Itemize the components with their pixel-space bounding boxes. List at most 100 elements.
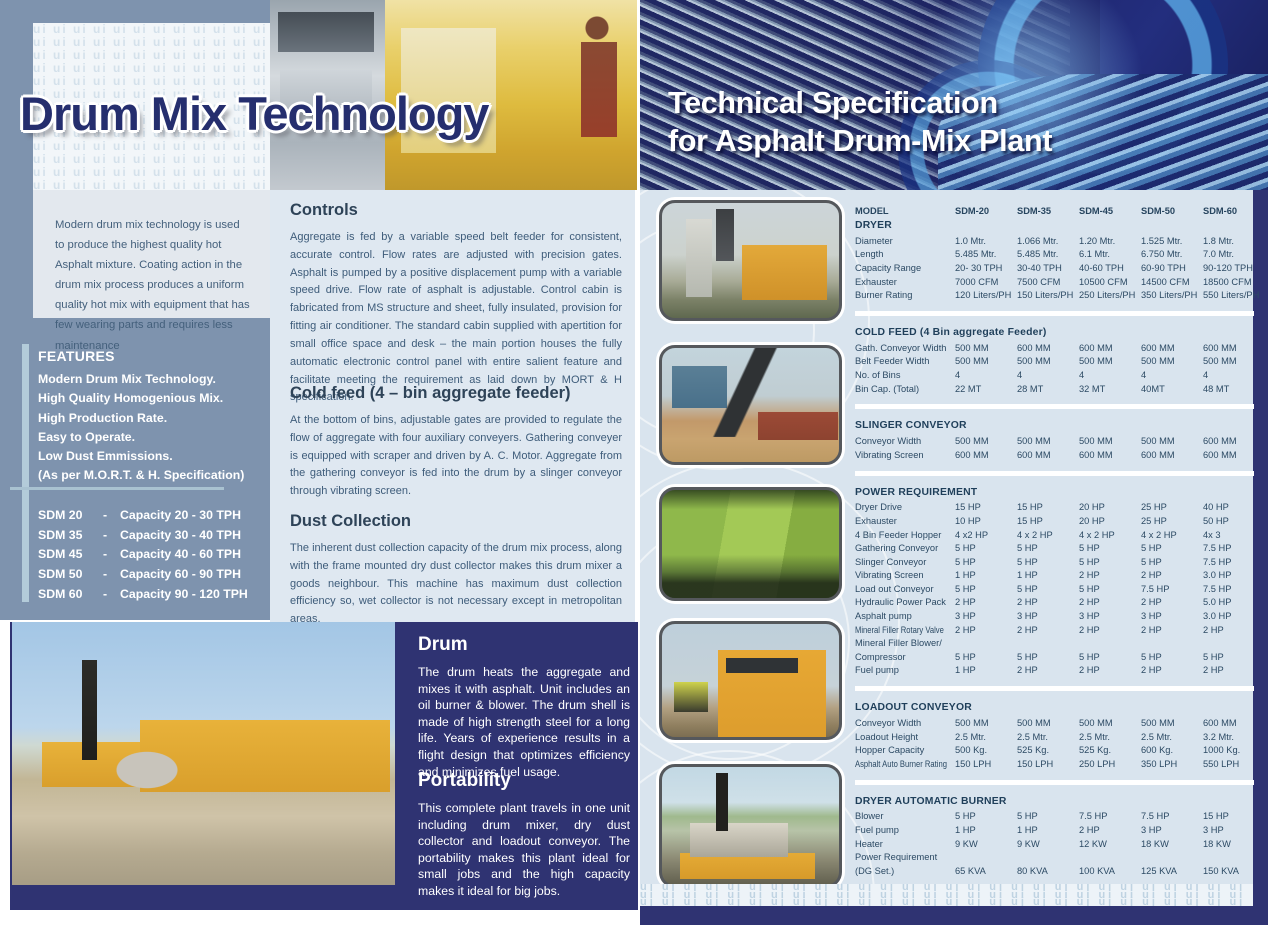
spec-row-label: Power Requirement — [855, 852, 938, 863]
spec-value: 5 HP — [955, 543, 976, 554]
spec-value: 500 MM — [1017, 436, 1051, 447]
spec-value: 5 HP — [1141, 556, 1162, 567]
spec-row-label: Conveyor Width — [855, 436, 922, 447]
spec-value: 4x 3 — [1203, 529, 1221, 540]
spec-row: Heater 9 KW 9 KW 12 KW 18 KW 18 KW — [855, 837, 1254, 851]
capacity-model: SDM 20 — [38, 508, 83, 522]
feature-item: Modern Drum Mix Technology. — [38, 372, 216, 386]
article-drum: Drum The drum heats the aggregate and mi… — [418, 634, 630, 780]
spec-value: 4 x 2 HP — [1079, 529, 1115, 540]
spec-row: Fuel pump 1 HP 2 HP 2 HP 2 HP 2 HP — [855, 664, 1254, 678]
features-divider — [10, 487, 224, 490]
spec-value: 4 x 2 HP — [1141, 529, 1177, 540]
spec-row: Exhauster 10 HP 15 HP 20 HP 25 HP 50 HP — [855, 514, 1254, 528]
spec-section-heading: SLINGER CONVEYOR — [855, 420, 967, 432]
spec-value: 2 HP — [1141, 624, 1162, 635]
spec-value: 3 HP — [955, 611, 976, 622]
spec-row: Mineral Filler Rotary Valve 2 HP 2 HP 2 HP 2… — [855, 623, 1254, 637]
spec-value: 150 LPH — [1017, 758, 1054, 769]
spec-row-label: Burner Rating — [855, 290, 913, 301]
article-body: The drum heats the aggregate and mixes i… — [418, 665, 630, 779]
spec-value: 2.5 Mtr. — [1079, 731, 1111, 742]
spec-value: 550 Liters/PH — [1203, 290, 1260, 301]
spec-value: 6.750 Mtr. — [1141, 249, 1183, 260]
spec-value: 4 — [1017, 369, 1023, 380]
spec-value: 500 MM — [1203, 356, 1237, 367]
spec-row: Asphalt pump 3 HP 3 HP 3 HP 3 HP 3.0 HP — [855, 609, 1254, 623]
spec-value: 60-90 TPH — [1141, 262, 1186, 273]
spec-value: 3.2 Mtr. — [1203, 731, 1235, 742]
article-heading: Cold feed (4 – bin aggregate feeder) — [290, 384, 571, 402]
spec-value: 500 MM — [1079, 436, 1113, 447]
spec-value: 30-40 TPH — [1017, 262, 1062, 273]
spec-value: 18500 CFM — [1203, 276, 1252, 287]
feature-item: High Quality Homogenious Mix. — [38, 391, 224, 406]
spec-value: 150 LPH — [955, 758, 992, 769]
right-edge-strip — [1253, 190, 1268, 925]
spec-value: 7500 CFM — [1017, 276, 1061, 287]
spec-value: 2 HP — [955, 624, 976, 635]
spec-value: 350 Liters/PH — [1141, 290, 1198, 301]
spec-value: 600 MM — [1203, 718, 1237, 729]
spec-row: 4 Bin Feeder Hopper 4 x2 HP 4 x 2 HP 4 x 2 … — [855, 528, 1254, 542]
article-heading: Dust Collection — [290, 512, 412, 530]
spec-row-label: Mineral Filler Rotary Valve — [855, 624, 944, 635]
spec-row: Length 5.485 Mtr. 5.485 Mtr. 6.1 Mtr. 6.750 … — [855, 248, 1254, 262]
spec-value: 5 HP — [955, 811, 976, 822]
spec-value: 600 Kg. — [1141, 745, 1174, 756]
intro-box: Modern drum mix technology is used to pr… — [33, 190, 270, 352]
spec-value: 1.066 Mtr. — [1017, 235, 1059, 246]
spec-row-label: Dryer Drive — [855, 502, 903, 513]
spec-value: 150 Liters/PH — [1017, 290, 1074, 301]
spec-value: 25 HP — [1141, 502, 1167, 513]
spec-section-separator — [855, 404, 1254, 410]
spec-value: 14500 CFM — [1141, 276, 1190, 287]
capacity-dash: - — [102, 567, 108, 582]
spec-value: 100 KVA — [1079, 865, 1116, 876]
photo-control-room — [270, 0, 385, 190]
capacity-dash: - — [102, 586, 108, 601]
capacity-row: SDM 20 - Capacity 20 - 30 TPH — [38, 506, 266, 526]
capacity-model: SDM 45 — [38, 547, 83, 562]
spec-value: 7.0 Mtr. — [1203, 249, 1235, 260]
spec-row-label: Loadout Height — [855, 731, 919, 742]
spec-row: Compressor 5 HP 5 HP 5 HP 5 HP 5 HP — [855, 650, 1254, 664]
spec-value: 15 HP — [955, 502, 981, 513]
spec-row-label: Slinger Conveyor — [855, 556, 927, 567]
spec-row-label: Gath. Conveyor Width — [855, 342, 947, 353]
spec-row-label: Fuel pump — [855, 825, 899, 836]
spec-row: Belt Feeder Width 500 MM 500 MM 500 MM 500 M… — [855, 355, 1254, 369]
capacity-dash: - — [102, 508, 108, 522]
photo-slinger-conveyor — [659, 345, 842, 465]
spec-value: 3 HP — [1017, 611, 1038, 622]
spec-value: 7.5 HP — [1203, 556, 1232, 567]
spec-value: 1 HP — [955, 570, 976, 581]
spec-row-label: Diameter — [855, 235, 893, 246]
spec-value: 5 HP — [1017, 543, 1038, 554]
spec-value: 15 HP — [1203, 811, 1229, 822]
spec-value: 500 MM — [955, 718, 989, 729]
spec-value: 40-60 TPH — [1079, 262, 1124, 273]
spec-row: Blower 5 HP 5 HP 7.5 HP 7.5 HP 15 HP — [855, 810, 1254, 824]
article-body: Aggregate is fed by a variable speed bel… — [290, 231, 622, 404]
spec-value: 20 HP — [1079, 502, 1105, 513]
article-body: The inherent dust collection capacity of… — [290, 542, 622, 626]
footer-strip — [640, 906, 1268, 925]
spec-value: 5 HP — [1017, 556, 1038, 567]
spec-row-label: Belt Feeder Width — [855, 356, 930, 367]
spec-value: 20 HP — [1079, 515, 1105, 526]
spec-value: 600 MM — [1079, 342, 1113, 353]
intro-text: Modern drum mix technology is used to pr… — [55, 219, 250, 352]
capacity-model: SDM 60 — [38, 586, 83, 601]
spec-value: 500 MM — [1017, 718, 1051, 729]
spec-value: 250 LPH — [1079, 758, 1116, 769]
spec-row-label: Fuel pump — [855, 665, 899, 676]
article-portability: Portability This complete plant travels … — [418, 770, 630, 900]
spec-row-label: (DG Set.) — [855, 865, 895, 876]
middle-panel-background — [270, 190, 635, 622]
capacity-model: SDM 50 — [38, 567, 83, 582]
spec-value: 48 MT — [1203, 383, 1230, 394]
spec-row: Hydraulic Power Pack 2 HP 2 HP 2 HP 2 HP 5.0 … — [855, 596, 1254, 610]
spec-row-label: Conveyor Width — [855, 718, 922, 729]
article-dust-collection: Dust Collection The inherent dust collec… — [290, 512, 622, 629]
